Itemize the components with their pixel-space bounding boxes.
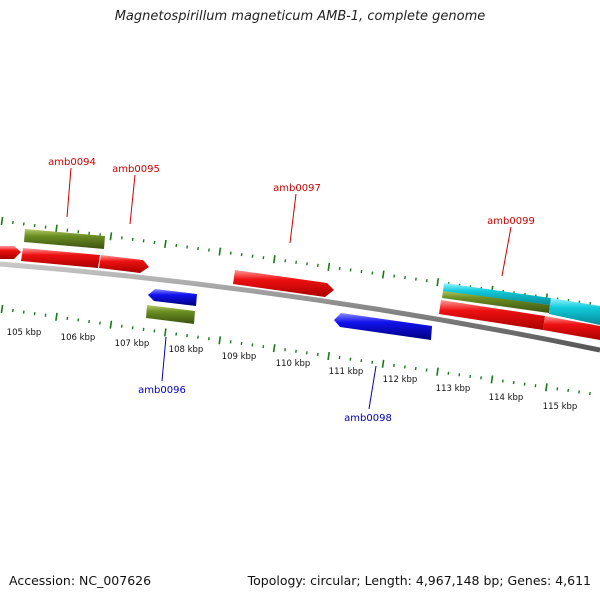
gene-feature-cyan [443, 283, 551, 305]
outer-tick-track [0, 216, 592, 306]
inner-track-major-tick [218, 336, 222, 345]
inner-track-major-tick [272, 344, 276, 353]
gene-label-amb0098: amb0098 [344, 413, 392, 424]
gene-feature-blue [334, 313, 432, 340]
inner-track-major-tick [436, 367, 439, 376]
gene-feature-red [439, 300, 545, 330]
leader-line [501, 226, 512, 277]
leader-line [129, 174, 136, 225]
inner-track-major-tick [0, 304, 4, 314]
tick-label-109: 109 kbp [222, 352, 257, 362]
gene-feature-red [233, 270, 334, 297]
gene-feature-olive [146, 305, 195, 324]
gene-feature-olive [24, 229, 105, 249]
tick-label-107: 107 kbp [115, 339, 150, 349]
gene-label-amb0095: amb0095 [112, 164, 160, 175]
gene-label-amb0096: amb0096 [138, 385, 186, 396]
gene-feature-olive [442, 290, 550, 313]
tick-label-113: 113 kbp [436, 384, 471, 394]
inner-track-major-tick [490, 375, 494, 384]
gene-leader-lines [66, 167, 512, 410]
gene-label-amb0097: amb0097 [273, 183, 321, 194]
accession-text: Accession: NC_007626 [9, 573, 152, 588]
genome-backbone [0, 261, 600, 353]
inner-track-major-tick [381, 359, 385, 368]
outer-track-major-tick [55, 224, 58, 233]
leader-line [161, 336, 167, 382]
gene-feature-red [0, 246, 21, 259]
outer-track-major-tick [272, 255, 276, 264]
tick-label-114: 114 kbp [489, 393, 524, 403]
outer-track-major-tick [164, 239, 167, 249]
inner-track-major-tick [545, 383, 548, 392]
gene-label-amb0094: amb0094 [48, 157, 96, 168]
tick-label-106: 106 kbp [61, 333, 96, 343]
tick-label-111: 111 kbp [329, 367, 364, 377]
tick-label-110: 110 kbp [276, 359, 311, 369]
leader-line [66, 167, 72, 218]
inner-tick-track [0, 304, 591, 396]
leader-line [368, 365, 377, 410]
gene-feature-red [21, 248, 100, 268]
tick-label-105: 105 kbp [7, 328, 42, 338]
outer-track-major-tick [381, 270, 385, 279]
gene-feature-blue [148, 289, 197, 306]
gene-label-amb0099: amb0099 [487, 216, 535, 227]
reverse-features [146, 289, 432, 340]
tick-labels: 105 kbp 106 kbp 107 kbp 108 kbp 109 kbp … [7, 328, 578, 412]
topology-summary: Topology: circular; Length: 4,967,148 bp… [247, 573, 591, 588]
gene-feature-red [99, 255, 149, 273]
tick-label-108: 108 kbp [169, 345, 204, 355]
inner-track-major-tick [109, 320, 113, 329]
inner-track-major-tick [327, 351, 331, 361]
outer-track-major-tick [327, 262, 331, 271]
outer-track-major-tick [0, 216, 4, 226]
inner-track-major-tick [163, 328, 167, 337]
tick-label-112: 112 kbp [383, 375, 418, 385]
forward-features [0, 229, 600, 340]
outer-track-major-tick [436, 278, 440, 287]
gene-feature-red [543, 316, 600, 340]
map-title: Magnetospirillum magneticum AMB-1, compl… [114, 9, 486, 24]
outer-track-major-tick [109, 232, 113, 241]
gene-labels: amb0094 amb0095 amb0096 amb0097 amb0098 … [48, 157, 535, 424]
inner-track-major-tick [55, 312, 58, 321]
leader-line [289, 193, 297, 244]
outer-track-major-tick [218, 247, 222, 256]
gene-feature-cyan [549, 298, 600, 325]
tick-label-115: 115 kbp [543, 402, 578, 412]
